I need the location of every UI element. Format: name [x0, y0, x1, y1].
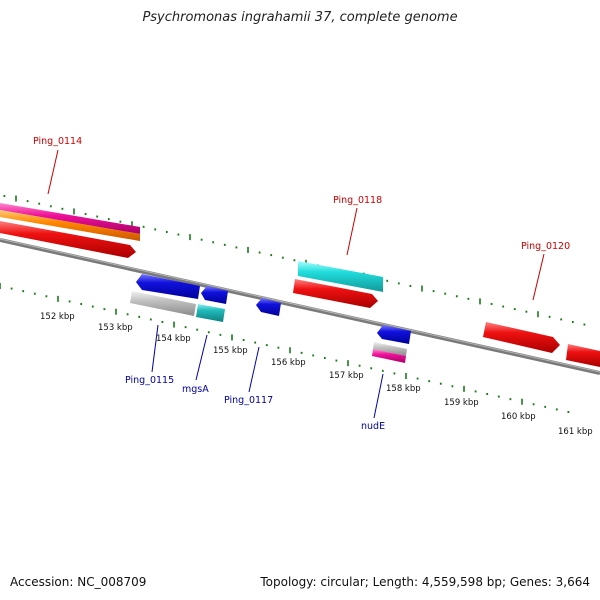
ping-0117-label[interactable]: Ping_0117: [224, 395, 273, 406]
gene-bar-magenta-nude[interactable]: [372, 349, 406, 363]
kbp-label: 154 kbp: [156, 334, 191, 344]
gene-arrow-ping-0120[interactable]: [483, 322, 560, 353]
kbp-label: 160 kbp: [501, 412, 536, 422]
kbp-label: 161 kbp: [558, 427, 593, 437]
gene-arrow-nude[interactable]: [377, 325, 411, 344]
map-title: Psychromonas ingrahamii 37, complete gen…: [142, 10, 458, 25]
accession-text: Accession: NC_008709: [10, 575, 147, 589]
gene-arrow-ping-0118[interactable]: [293, 279, 378, 308]
ping-0118-label[interactable]: Ping_0118: [333, 195, 382, 206]
gene-arrow-ping-0117[interactable]: [256, 298, 281, 316]
kbp-label: 155 kbp: [213, 346, 248, 356]
ping-0115-label[interactable]: Ping_0115: [125, 375, 174, 386]
ping-0114-label[interactable]: Ping_0114: [33, 136, 82, 147]
gene-bar-cyan-ping-0118[interactable]: [298, 261, 383, 292]
kbp-label: 157 kbp: [329, 371, 364, 381]
ping-0120-connector: [532, 253, 545, 301]
nude-label[interactable]: nudE: [361, 421, 385, 432]
gene-bar-gray-nude[interactable]: [373, 342, 407, 356]
kbp-label: 159 kbp: [444, 398, 479, 408]
ping-0117-connector: [248, 346, 260, 393]
ping-0120-label[interactable]: Ping_0120: [521, 241, 570, 252]
genome-summary-text: Topology: circular; Length: 4,559,598 bp…: [260, 575, 590, 589]
gene-arrow-ping-0115[interactable]: [136, 274, 200, 299]
ping-0114-connector: [47, 149, 59, 195]
gene-bar-gray-ping-0115[interactable]: [130, 291, 196, 316]
gene-bar-orange[interactable]: [0, 210, 140, 241]
kbp-label: 156 kbp: [271, 358, 306, 368]
gene-arrow-ping-0114[interactable]: [0, 221, 136, 258]
genome-backbone-highlight: [0, 238, 600, 373]
kbp-label: 158 kbp: [386, 384, 421, 394]
genome-backbone: [0, 238, 600, 375]
gene-bar-magenta[interactable]: [0, 203, 140, 234]
kbp-label: 153 kbp: [98, 323, 133, 333]
ping-0115-connector: [151, 324, 159, 373]
reverse-tick-track: [0, 283, 570, 413]
mgsa-label[interactable]: mgsA: [182, 384, 209, 395]
ping-0118-connector: [346, 207, 358, 256]
mgsa-connector: [195, 334, 208, 381]
gene-bar-teal-mgsa[interactable]: [196, 304, 225, 322]
nude-connector: [373, 373, 384, 419]
gene-arrow-next[interactable]: [566, 344, 600, 367]
kbp-label: 152 kbp: [40, 312, 75, 322]
gene-arrow-mgsa[interactable]: [201, 286, 228, 304]
